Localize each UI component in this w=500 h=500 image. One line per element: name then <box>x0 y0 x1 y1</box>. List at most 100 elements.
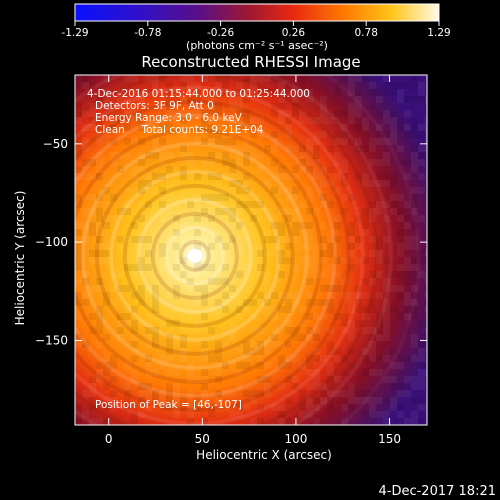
image-pixel <box>411 222 418 229</box>
image-pixel <box>89 390 96 397</box>
image-pixel <box>411 208 418 215</box>
image-pixel <box>96 117 103 124</box>
image-pixel <box>201 355 208 362</box>
image-pixel <box>411 355 418 362</box>
image-pixel <box>264 250 271 257</box>
image-pixel <box>222 194 229 201</box>
image-pixel <box>159 138 166 145</box>
image-pixel <box>243 390 250 397</box>
image-pixel <box>285 341 292 348</box>
image-pixel <box>250 82 257 89</box>
image-pixel <box>271 306 278 313</box>
image-pixel <box>355 110 362 117</box>
image-pixel <box>285 418 292 425</box>
image-pixel <box>166 355 173 362</box>
image-pixel <box>264 306 271 313</box>
image-pixel <box>138 159 145 166</box>
image-pixel <box>334 173 341 180</box>
image-pixel <box>222 264 229 271</box>
image-pixel <box>110 215 117 222</box>
image-pixel <box>257 348 264 355</box>
image-pixel <box>397 313 404 320</box>
image-pixel <box>320 299 327 306</box>
image-pixel <box>425 362 427 369</box>
image-pixel <box>348 243 355 250</box>
image-pixel <box>257 131 264 138</box>
image-pixel <box>355 103 362 110</box>
image-pixel <box>348 89 355 96</box>
image-pixel <box>173 341 180 348</box>
image-pixel <box>264 285 271 292</box>
image-pixel <box>208 131 215 138</box>
image-pixel <box>131 138 138 145</box>
image-pixel <box>369 404 376 411</box>
image-pixel <box>341 166 348 173</box>
image-pixel <box>271 250 278 257</box>
image-pixel <box>243 362 250 369</box>
image-pixel <box>215 299 222 306</box>
image-pixel <box>369 103 376 110</box>
image-pixel <box>236 180 243 187</box>
image-pixel <box>229 194 236 201</box>
image-pixel <box>376 138 383 145</box>
image-pixel <box>82 411 89 418</box>
image-pixel <box>271 243 278 250</box>
ring-artifact <box>75 99 351 412</box>
image-pixel <box>404 278 411 285</box>
image-pixel <box>299 89 306 96</box>
image-pixel <box>75 257 82 264</box>
image-pixel <box>243 341 250 348</box>
image-pixel <box>383 82 390 89</box>
image-pixel <box>411 383 418 390</box>
image-pixel <box>166 96 173 103</box>
image-pixel <box>187 201 194 208</box>
image-pixel <box>145 285 152 292</box>
image-pixel <box>355 397 362 404</box>
image-pixel <box>404 215 411 222</box>
image-pixel <box>264 362 271 369</box>
image-pixel <box>355 89 362 96</box>
image-pixel <box>215 75 222 82</box>
image-pixel <box>180 82 187 89</box>
image-pixel <box>362 180 369 187</box>
image-pixel <box>348 320 355 327</box>
image-pixel <box>159 187 166 194</box>
image-pixel <box>404 306 411 313</box>
image-pixel <box>180 222 187 229</box>
image-pixel <box>271 313 278 320</box>
image-pixel <box>229 145 236 152</box>
image-pixel <box>348 75 355 82</box>
image-pixel <box>173 229 180 236</box>
image-pixel <box>271 75 278 82</box>
image-pixel <box>110 152 117 159</box>
image-pixel <box>222 292 229 299</box>
image-pixel <box>313 313 320 320</box>
image-pixel <box>390 180 397 187</box>
image-pixel <box>145 222 152 229</box>
image-pixel <box>355 292 362 299</box>
image-pixel <box>334 159 341 166</box>
image-pixel <box>103 362 110 369</box>
image-pixel <box>271 103 278 110</box>
image-pixel <box>271 215 278 222</box>
image-pixel <box>425 257 427 264</box>
image-pixel <box>131 306 138 313</box>
image-pixel <box>390 138 397 145</box>
image-pixel <box>369 397 376 404</box>
image-pixel <box>320 355 327 362</box>
image-pixel <box>334 131 341 138</box>
image-pixel <box>75 222 82 229</box>
image-pixel <box>418 418 425 425</box>
image-pixel <box>194 397 201 404</box>
image-pixel <box>278 404 285 411</box>
image-pixel <box>131 320 138 327</box>
image-pixel <box>411 334 418 341</box>
image-pixel <box>180 173 187 180</box>
image-pixel <box>278 117 285 124</box>
image-pixel <box>334 390 341 397</box>
image-pixel <box>341 390 348 397</box>
image-pixel <box>222 243 229 250</box>
image-pixel <box>180 334 187 341</box>
image-pixel <box>306 264 313 271</box>
image-pixel <box>131 264 138 271</box>
